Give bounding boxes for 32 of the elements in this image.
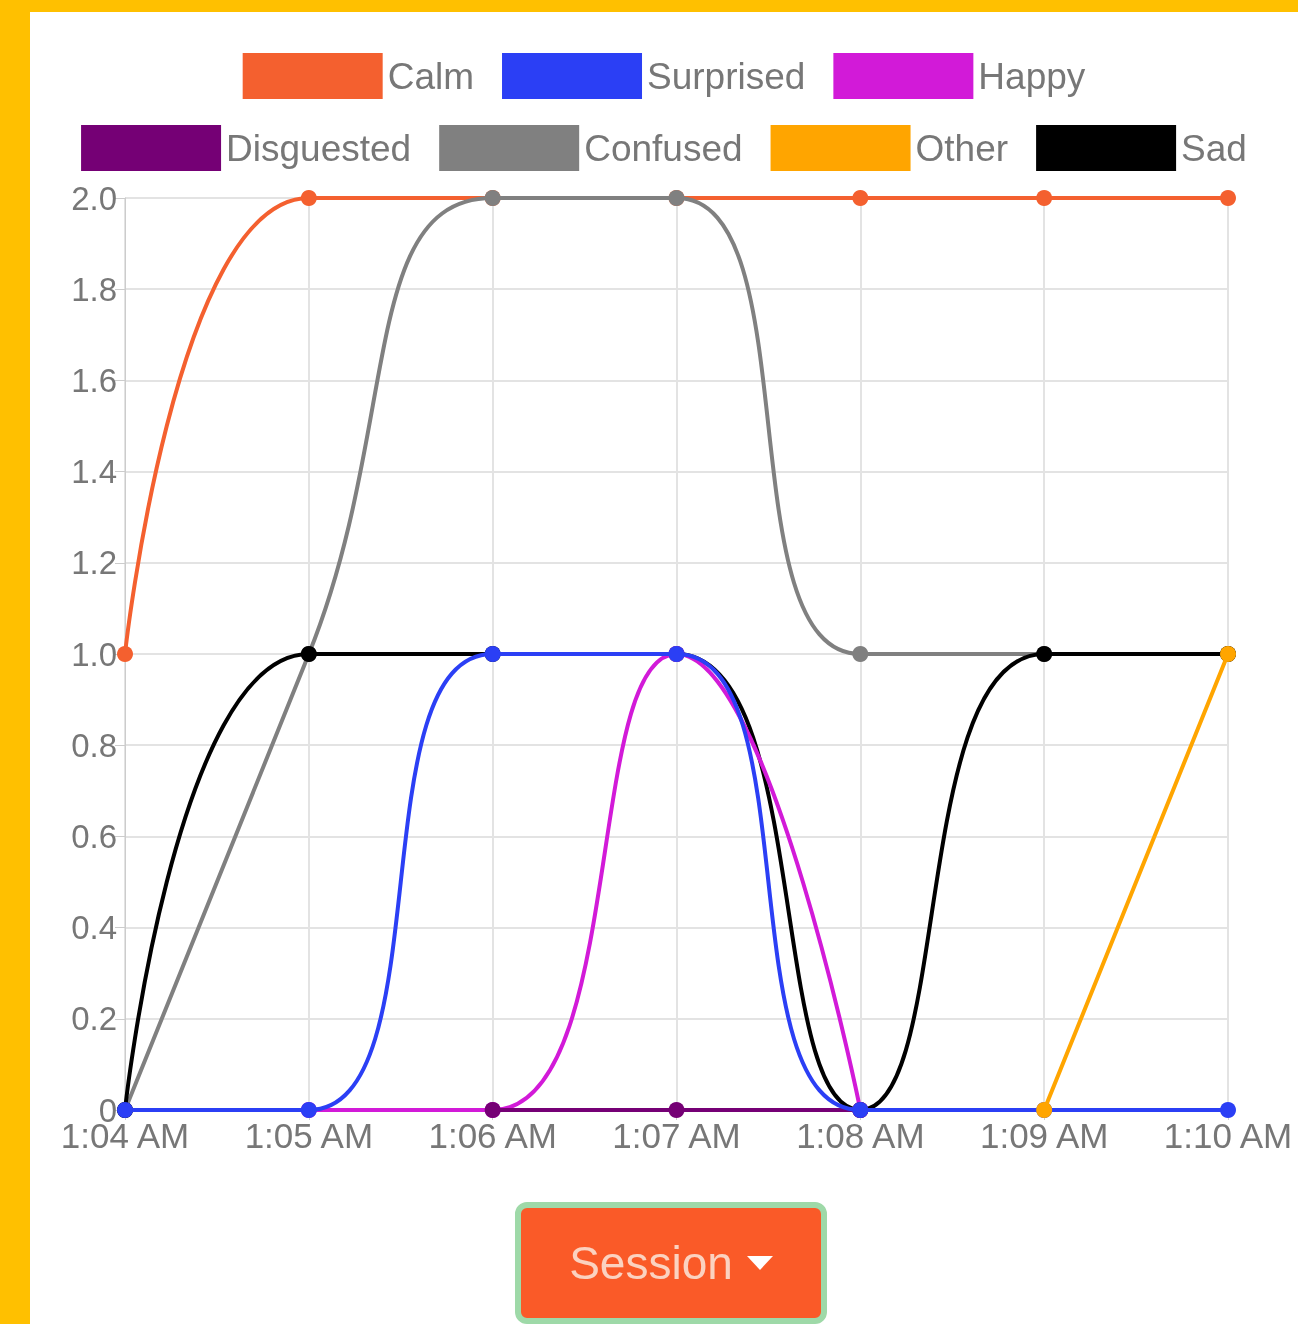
- x-tick-label: 1:05 AM: [244, 1116, 374, 1155]
- y-tick-label: 1.4: [71, 453, 117, 491]
- point: [1036, 190, 1053, 206]
- y-tick-label: 1.6: [71, 361, 117, 399]
- point: [852, 646, 869, 662]
- legend-label: Sad: [1181, 127, 1247, 169]
- y-tick-label: 1.2: [71, 544, 117, 582]
- y-tick-label: 1.8: [71, 270, 117, 308]
- x-tick-label: 1:08 AM: [796, 1116, 925, 1155]
- point: [1220, 190, 1236, 206]
- legend-label: Surprised: [647, 55, 806, 97]
- point: [668, 1102, 685, 1118]
- legend-label: Calm: [387, 55, 475, 97]
- point: [300, 190, 317, 206]
- legend-label: Confused: [584, 127, 743, 169]
- point: [1220, 1102, 1236, 1118]
- y-tick-label: 0.2: [71, 1000, 117, 1038]
- x-tick-label: 1:10 AM: [1163, 1116, 1293, 1155]
- legend-label: Other: [915, 127, 1009, 169]
- x-tick-label: 1:07 AM: [612, 1116, 741, 1155]
- y-tick-label: 0.6: [71, 817, 117, 855]
- legend-label: Happy: [978, 55, 1086, 97]
- dropdown-button: Session: [515, 1202, 827, 1324]
- y-tick-label: 2.0: [71, 179, 117, 217]
- point: [852, 190, 869, 206]
- y-tick-label: 0.4: [71, 909, 117, 947]
- legend-label: Disguested: [226, 127, 412, 169]
- x-tick-label: 1:09 AM: [979, 1116, 1109, 1155]
- x-tick-label: 1:06 AM: [428, 1116, 557, 1155]
- y-tick-label: 0.8: [71, 726, 117, 764]
- y-tick-label: 1.0: [71, 635, 117, 673]
- point: [117, 646, 133, 662]
